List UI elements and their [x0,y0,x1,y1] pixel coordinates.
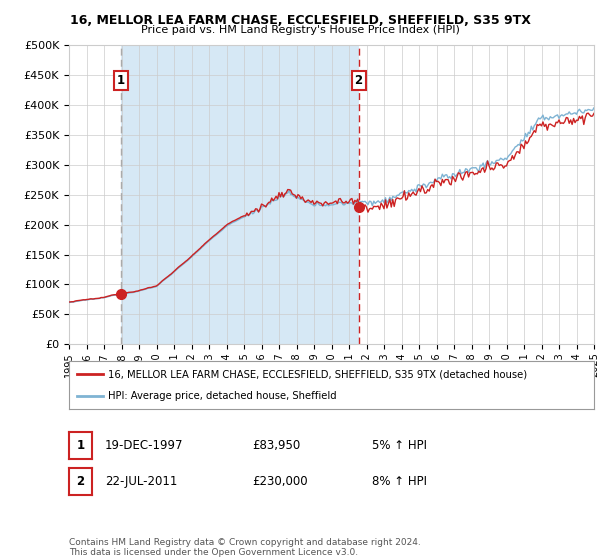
Text: £83,950: £83,950 [252,438,300,452]
Text: HPI: Average price, detached house, Sheffield: HPI: Average price, detached house, Shef… [109,391,337,401]
Text: 22-JUL-2011: 22-JUL-2011 [105,475,178,488]
Text: 8% ↑ HPI: 8% ↑ HPI [372,475,427,488]
Text: £230,000: £230,000 [252,475,308,488]
Text: 2: 2 [76,475,85,488]
Text: 2: 2 [355,74,362,87]
Text: Price paid vs. HM Land Registry's House Price Index (HPI): Price paid vs. HM Land Registry's House … [140,25,460,35]
Text: 16, MELLOR LEA FARM CHASE, ECCLESFIELD, SHEFFIELD, S35 9TX (detached house): 16, MELLOR LEA FARM CHASE, ECCLESFIELD, … [109,369,527,379]
Text: 5% ↑ HPI: 5% ↑ HPI [372,438,427,452]
Text: 19-DEC-1997: 19-DEC-1997 [105,438,184,452]
Text: 16, MELLOR LEA FARM CHASE, ECCLESFIELD, SHEFFIELD, S35 9TX: 16, MELLOR LEA FARM CHASE, ECCLESFIELD, … [70,14,530,27]
Text: Contains HM Land Registry data © Crown copyright and database right 2024.
This d: Contains HM Land Registry data © Crown c… [69,538,421,557]
Text: 1: 1 [117,74,125,87]
Bar [121,45,359,344]
Text: 1: 1 [76,438,85,452]
